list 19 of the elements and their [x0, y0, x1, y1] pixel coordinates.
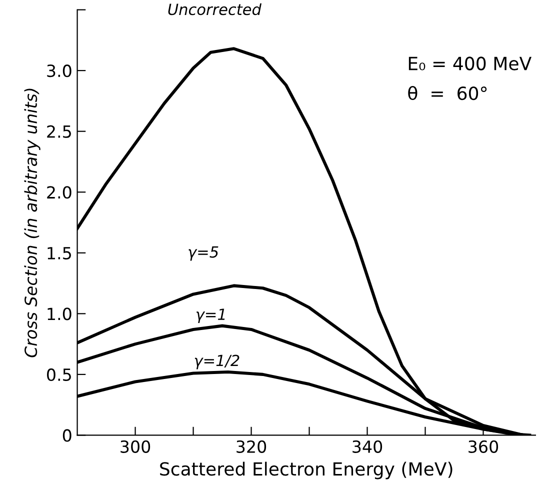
x-tick-label: 320	[236, 440, 266, 453]
x-tick-label: 340	[352, 440, 382, 453]
x-tick-label: 360	[468, 440, 498, 453]
series-label: γ=1/2	[194, 354, 240, 370]
annotation: E₀ = 400 MeV	[408, 56, 532, 70]
x-axis-title: Scattered Electron Energy (MeV)	[160, 462, 452, 480]
series-label: γ=1	[196, 308, 225, 324]
series-label: γ=5	[188, 246, 218, 261]
annotation: θ = 60°	[408, 86, 487, 100]
y-tick-label: 2.0	[47, 186, 72, 199]
y-tick-label: 3.0	[47, 64, 72, 78]
y-tick-label: 0	[62, 429, 72, 442]
y-tick-label: 2.5	[47, 125, 71, 138]
y-tick-label: 1.5	[48, 247, 71, 260]
text: Uncorrected	[168, 3, 262, 16]
y-tick-label: 1.0	[48, 308, 72, 320]
y-tick-label: 0.5	[47, 368, 71, 382]
x-tick-label: 300	[120, 440, 150, 453]
y-axis-title: Cross Section (in arbitrary units)	[24, 88, 40, 358]
